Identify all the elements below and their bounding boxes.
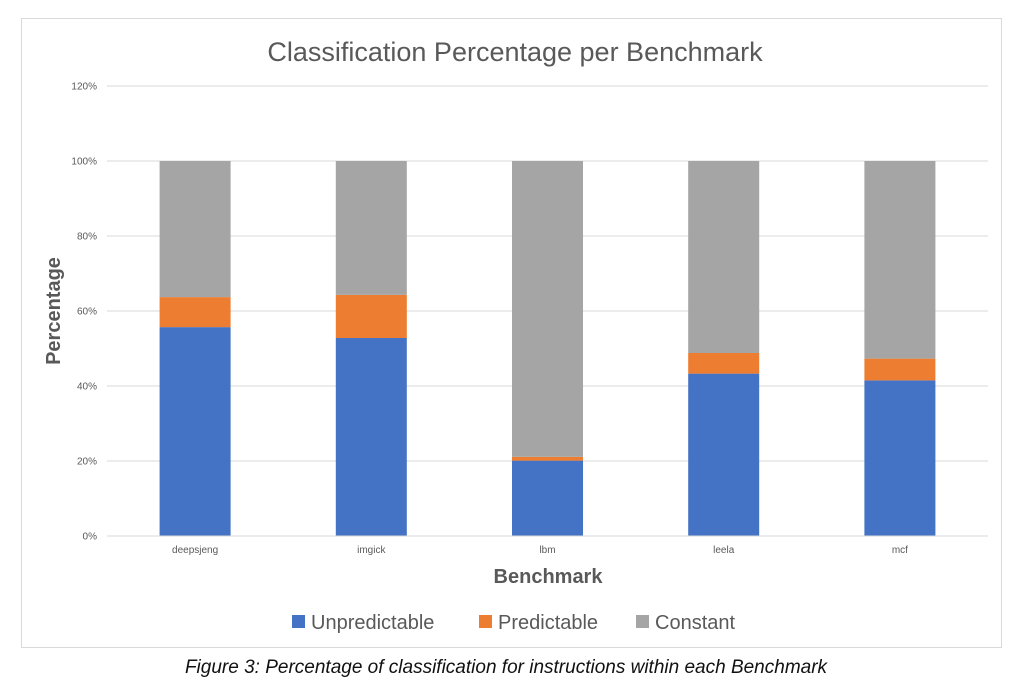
legend: Unpredictable Predictable Constant [292,612,735,634]
bar-predictable-leela [688,353,760,374]
y-tick-label: 40% [77,382,97,393]
bar-predictable-mcf [864,358,936,381]
bar-unpredictable-deepsjeng [159,327,231,536]
x-tick-label: lbm [539,545,555,556]
legend-label-constant: Constant [655,612,735,634]
y-tick-label: 100% [71,157,97,168]
y-tick-label: 0% [83,532,98,543]
bar-constant-imgick [335,161,407,295]
y-tick-label: 60% [77,307,97,318]
y-tick-label: 80% [77,232,97,243]
x-tick-label: mcf [892,545,908,556]
bar-predictable-lbm [512,456,583,461]
bar-constant-deepsjeng [159,161,231,298]
chart-title: Classification Percentage per Benchmark [267,37,763,67]
bar-predictable-deepsjeng [159,297,231,328]
bar-unpredictable-mcf [864,380,936,536]
y-axis-ticks: 0% 20% 40% 60% 80% 100% 120% [71,82,97,543]
bar-constant-leela [688,161,760,353]
y-tick-label: 120% [71,82,97,93]
bar-unpredictable-lbm [512,460,583,536]
bar-unpredictable-leela [688,373,760,536]
legend-swatch-unpredictable [292,615,305,628]
bar-constant-mcf [864,161,936,359]
x-axis-ticks: deepsjeng imgick lbm leela mcf [172,545,908,556]
bar-constant-lbm [512,161,583,457]
x-tick-label: imgick [357,545,386,556]
legend-label-predictable: Predictable [498,612,598,634]
y-axis-title: Percentage [43,257,65,365]
bar-predictable-imgick [335,294,407,338]
x-tick-label: deepsjeng [172,545,218,556]
legend-swatch-predictable [479,615,492,628]
bar-unpredictable-imgick [335,338,407,536]
x-axis-title: Benchmark [494,566,604,588]
figure-caption: Figure 3: Percentage of classification f… [184,657,828,678]
x-tick-label: leela [713,545,735,556]
legend-label-unpredictable: Unpredictable [311,612,434,634]
legend-swatch-constant [636,615,649,628]
y-tick-label: 20% [77,457,97,468]
bars [107,161,988,537]
